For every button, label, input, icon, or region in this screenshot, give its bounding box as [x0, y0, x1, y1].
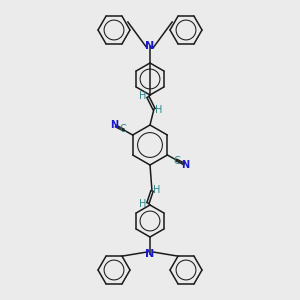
Text: H: H [139, 91, 147, 101]
Text: N: N [146, 41, 154, 51]
Text: H: H [155, 105, 163, 115]
Text: C: C [119, 124, 126, 134]
Text: N: N [146, 249, 154, 259]
Text: N: N [111, 120, 119, 130]
Text: H: H [153, 185, 161, 195]
Text: N: N [181, 160, 189, 170]
Text: C: C [174, 156, 181, 166]
Text: H: H [139, 199, 147, 209]
